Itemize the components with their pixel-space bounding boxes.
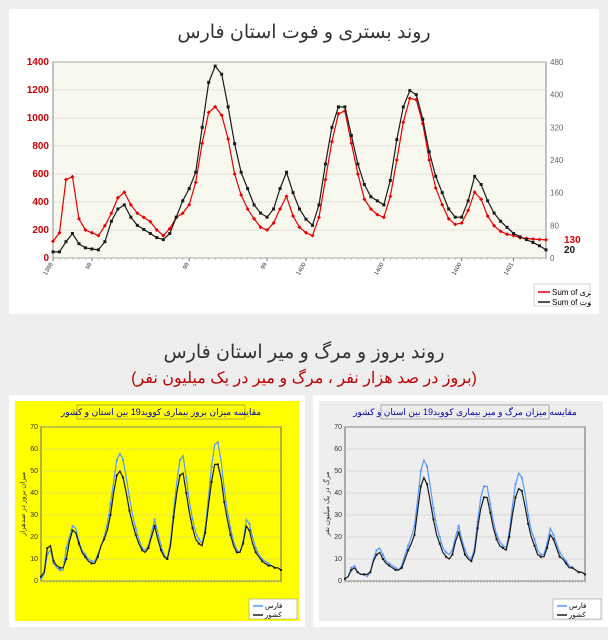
svg-text:10: 10 xyxy=(30,556,38,563)
bottom-right-chart: مقایسه میزان مرگ و میر بیماری کووید19 بی… xyxy=(319,401,603,621)
svg-text:50: 50 xyxy=(30,468,38,475)
svg-text:200: 200 xyxy=(32,225,49,236)
top-chart-panel: روند بستری و فوت استان فارس 0 200 400 600 80… xyxy=(8,8,600,315)
svg-text:1400: 1400 xyxy=(374,261,386,276)
svg-text:فارس: فارس xyxy=(569,602,586,610)
svg-text:50: 50 xyxy=(334,468,342,475)
svg-text:240: 240 xyxy=(550,156,564,165)
svg-text:30: 30 xyxy=(30,512,38,519)
svg-text:Sum of فوت: Sum of فوت xyxy=(552,298,591,307)
bottom-subtitle: (بروز در صد هزار نفر ، مرگ و میر در یک م… xyxy=(8,368,600,388)
svg-text:20: 20 xyxy=(30,534,38,541)
svg-text:60: 60 xyxy=(30,446,38,453)
bottom-left-panel: مقایسه میزان بروز بیماری کووید19 بین است… xyxy=(8,394,306,628)
svg-text:10: 10 xyxy=(334,556,342,563)
top-chart-title: روند بستری و فوت استان فارس xyxy=(15,21,593,44)
svg-text:99: 99 xyxy=(182,261,191,270)
svg-text:40: 40 xyxy=(30,490,38,497)
svg-text:1400: 1400 xyxy=(27,57,50,68)
svg-text:320: 320 xyxy=(550,123,564,132)
svg-text:70: 70 xyxy=(30,424,38,431)
svg-text:مقایسه میزان بروز بیماری کووید: مقایسه میزان بروز بیماری کووید19 بین است… xyxy=(60,407,261,418)
svg-text:20: 20 xyxy=(334,534,342,541)
bottom-row: مقایسه میزان بروز بیماری کووید19 بین است… xyxy=(8,394,600,628)
svg-text:99: 99 xyxy=(85,261,94,270)
bottom-title: روند بروز و مرگ و میر استان فارس xyxy=(8,341,600,364)
top-chart: 0200400600800100012001400080160240320400… xyxy=(15,48,591,308)
bottom-left-chart: مقایسه میزان بروز بیماری کووید19 بین است… xyxy=(15,401,299,621)
svg-text:Sum of بستری: Sum of بستری xyxy=(552,288,591,297)
svg-text:800: 800 xyxy=(32,141,49,152)
svg-text:60: 60 xyxy=(334,446,342,453)
svg-text:0: 0 xyxy=(550,254,555,263)
svg-text:0: 0 xyxy=(338,578,342,585)
svg-text:1000: 1000 xyxy=(27,113,50,124)
svg-text:40: 40 xyxy=(334,490,342,497)
svg-text:30: 30 xyxy=(334,512,342,519)
svg-text:مقایسه میزان مرگ و میر بیماری: مقایسه میزان مرگ و میر بیماری کووید19 بی… xyxy=(352,406,577,418)
svg-text:20: 20 xyxy=(564,245,576,256)
svg-text:80: 80 xyxy=(550,221,559,230)
svg-text:1400: 1400 xyxy=(296,261,308,276)
svg-text:70: 70 xyxy=(334,424,342,431)
svg-text:1200: 1200 xyxy=(27,85,50,96)
svg-text:1401: 1401 xyxy=(503,261,515,276)
svg-text:کشور: کشور xyxy=(568,611,586,619)
svg-text:میزان بروز در صدهزار: میزان بروز در صدهزار xyxy=(19,472,27,537)
svg-text:کشور: کشور xyxy=(264,611,282,619)
bottom-right-panel: مقایسه میزان مرگ و میر بیماری کووید19 بی… xyxy=(312,394,608,628)
svg-text:مرگ در یک میلیون نفر: مرگ در یک میلیون نفر xyxy=(322,471,331,537)
svg-text:400: 400 xyxy=(32,197,49,208)
svg-text:400: 400 xyxy=(550,91,564,100)
svg-text:99: 99 xyxy=(260,261,269,270)
svg-text:فارس: فارس xyxy=(265,602,282,610)
svg-text:0: 0 xyxy=(34,578,38,585)
svg-text:160: 160 xyxy=(550,189,564,198)
svg-text:600: 600 xyxy=(32,169,49,180)
svg-text:480: 480 xyxy=(550,58,564,67)
svg-text:1400: 1400 xyxy=(452,261,464,276)
